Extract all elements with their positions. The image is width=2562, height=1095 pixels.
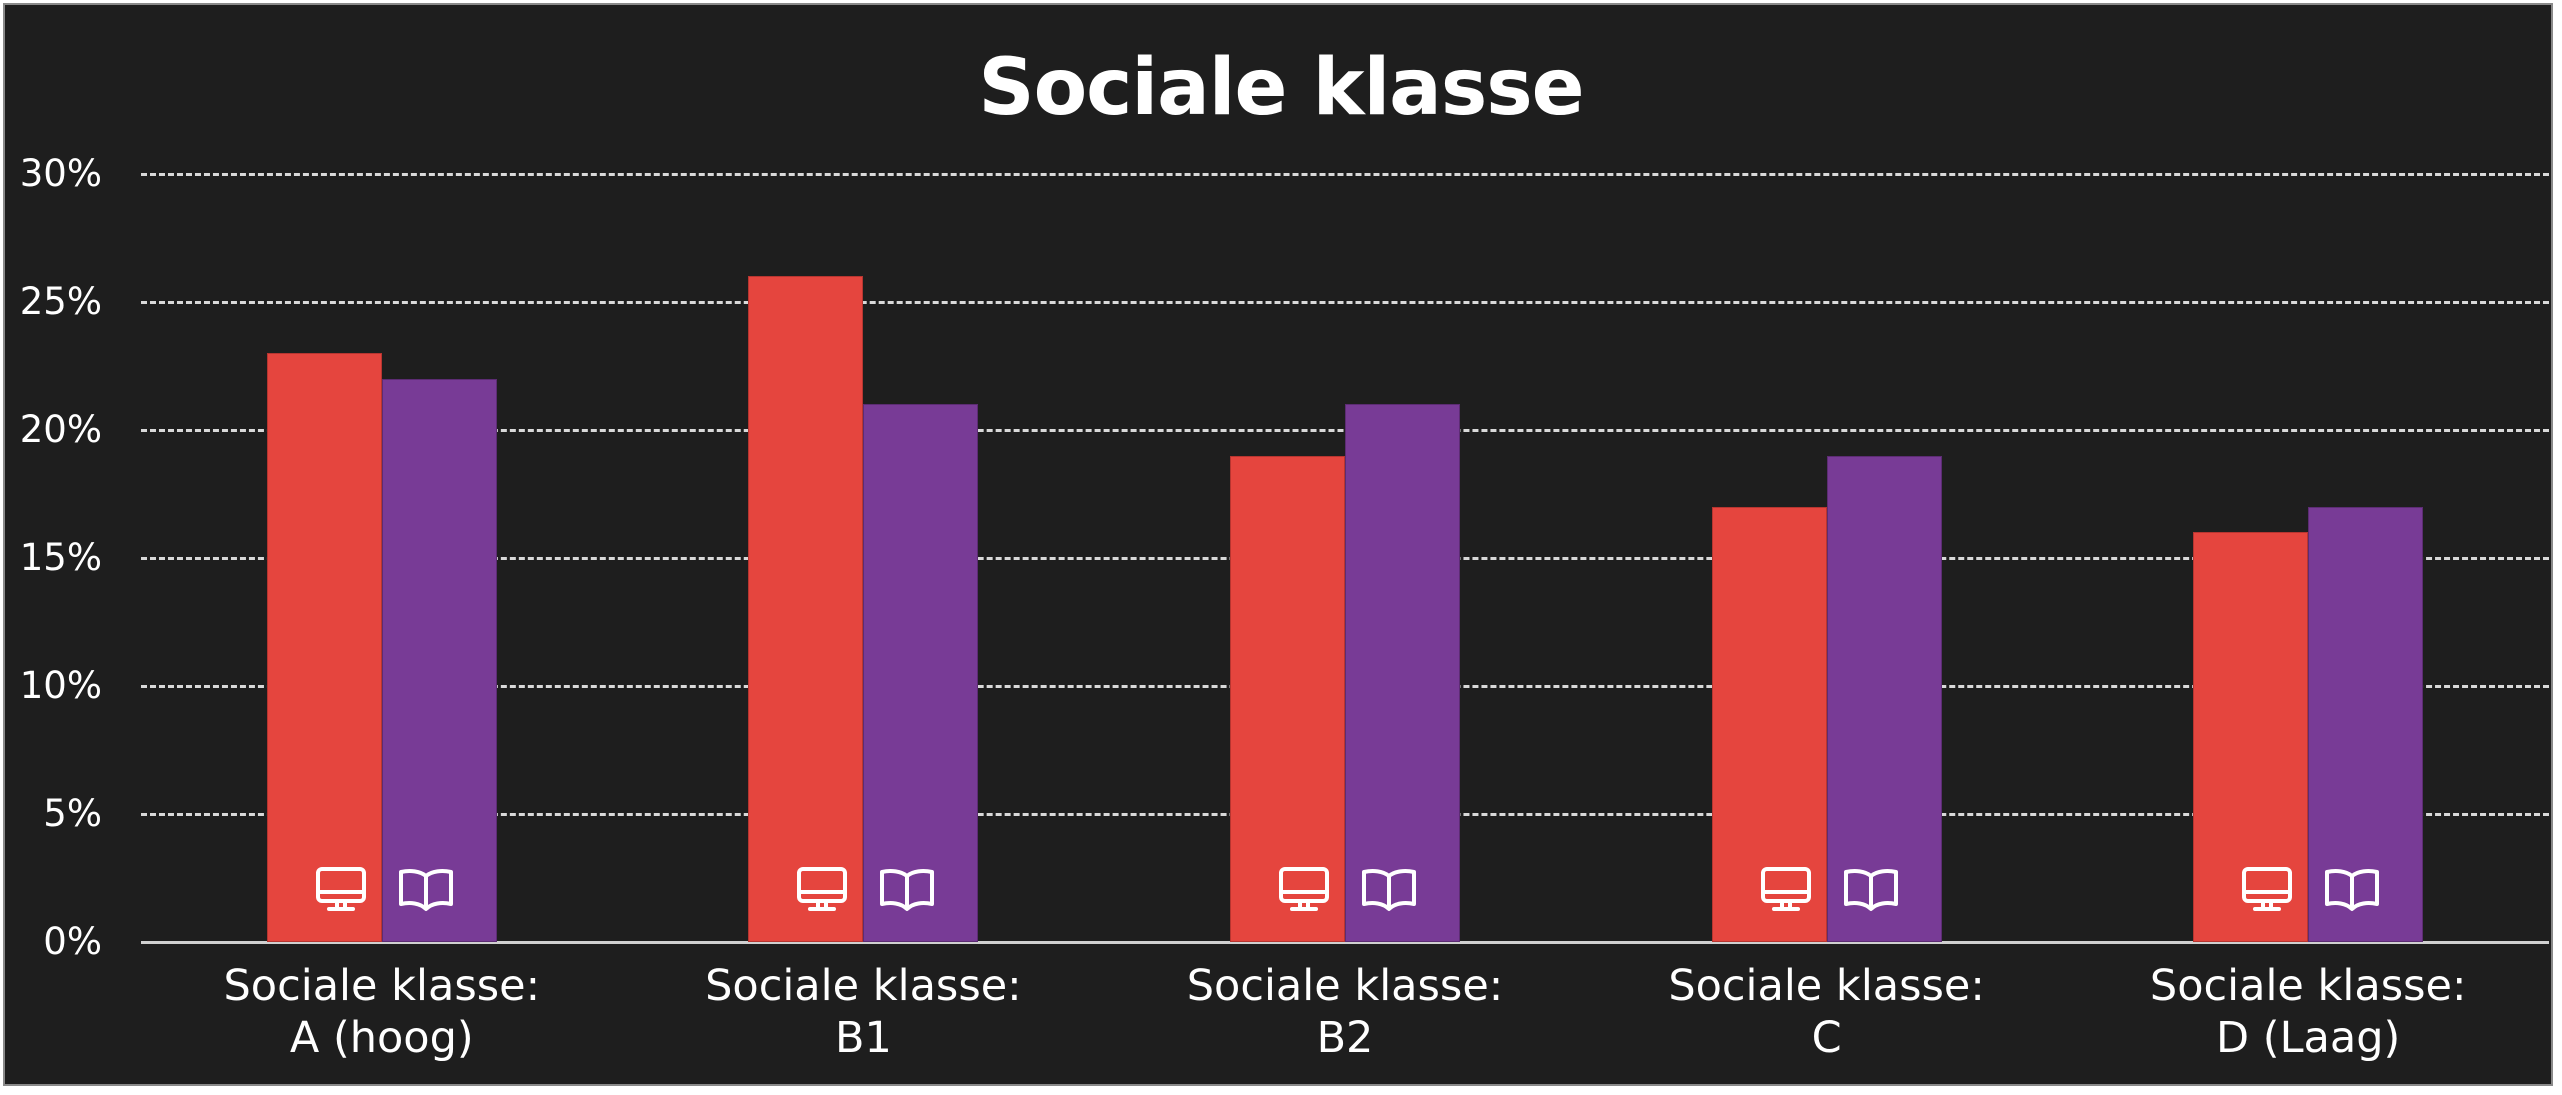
x-tick-label: Sociale klasse: B1 xyxy=(643,960,1083,1064)
x-tick-label: Sociale klasse: A (hoog) xyxy=(162,960,602,1064)
x-tick-label-line1: Sociale klasse: xyxy=(705,961,1022,1011)
y-tick-label: 20% xyxy=(19,408,102,451)
open-book-icon xyxy=(1843,866,1898,912)
x-tick-label: Sociale klasse: D (Laag) xyxy=(2088,960,2528,1064)
x-tick-label-line2: D (Laag) xyxy=(2216,1013,2401,1063)
x-tick-label-line1: Sociale klasse: xyxy=(2149,961,2467,1011)
bar-online xyxy=(266,353,382,942)
chart-title: Sociale klasse xyxy=(978,43,1584,133)
monitor-icon xyxy=(2241,866,2293,912)
bar-print xyxy=(863,404,979,942)
y-tick-label: 5% xyxy=(43,792,102,835)
bar-online xyxy=(748,276,864,942)
y-tick-label: 15% xyxy=(19,536,102,579)
open-book-icon xyxy=(398,866,453,912)
monitor-icon xyxy=(315,866,367,912)
x-tick-label-line1: Sociale klasse: xyxy=(223,961,541,1011)
x-axis-line xyxy=(141,941,2549,944)
y-tick-label: 0% xyxy=(43,920,102,963)
bar-print xyxy=(1826,455,1942,942)
x-tick-label-line2: B2 xyxy=(1316,1013,1374,1063)
x-tick-label-line2: C xyxy=(1811,1013,1842,1063)
gridline xyxy=(141,301,2549,304)
y-tick-label: 30% xyxy=(19,152,102,195)
monitor-icon xyxy=(1760,866,1812,912)
monitor-icon xyxy=(796,866,848,912)
gridline xyxy=(141,173,2549,176)
monitor-icon xyxy=(1278,866,1330,912)
open-book-icon xyxy=(2324,866,2380,912)
x-tick-label-line2: B1 xyxy=(834,1013,892,1063)
bar-online xyxy=(1230,455,1345,942)
open-book-icon xyxy=(879,866,935,912)
x-tick-label: Sociale klasse: C xyxy=(1607,960,2047,1064)
x-tick-label-line2: A (hoog) xyxy=(289,1013,474,1063)
bar-print xyxy=(381,378,497,942)
x-tick-label: Sociale klasse: B2 xyxy=(1125,960,1565,1064)
bar-print xyxy=(1345,404,1460,942)
x-tick-label-line1: Sociale klasse: xyxy=(1668,961,1985,1011)
x-tick-label-line1: Sociale klasse: xyxy=(1186,961,1504,1011)
y-tick-label: 25% xyxy=(19,280,102,323)
open-book-icon xyxy=(1361,866,1416,912)
y-tick-label: 10% xyxy=(19,664,102,707)
